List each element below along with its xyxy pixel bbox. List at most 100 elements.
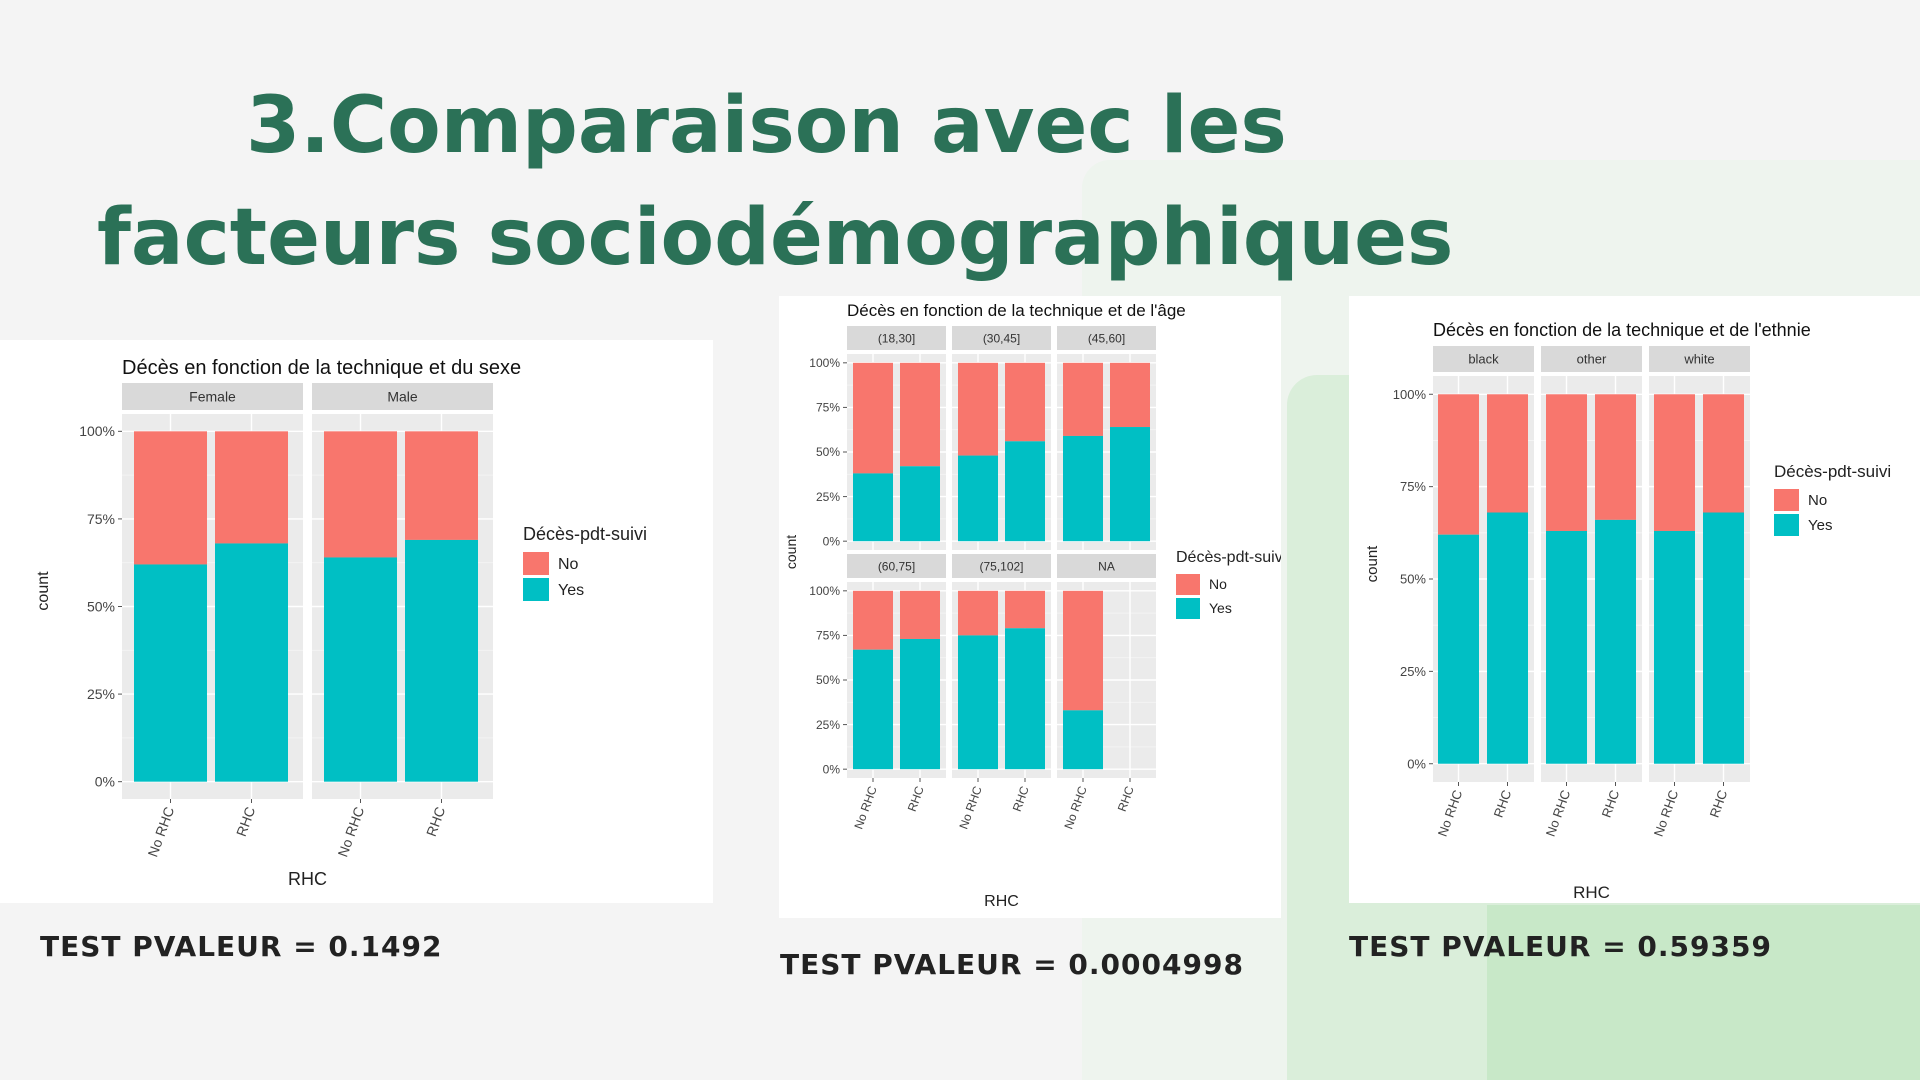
bar-segment-yes (405, 539, 478, 782)
y-tick-label: 50% (87, 598, 115, 614)
y-tick-label: 50% (1400, 572, 1426, 587)
facet-strip (1541, 346, 1642, 372)
facet-strip-label: (45,60] (1088, 331, 1125, 345)
x-tick-label: No RHC (334, 805, 367, 859)
bar-segment-yes (958, 455, 998, 542)
legend-key-no (523, 552, 549, 575)
facet-strip-label: other (1577, 352, 1607, 367)
bar-segment-yes (958, 635, 998, 770)
legend-label-no: No (1209, 576, 1227, 592)
x-axis-title: RHC (288, 869, 327, 889)
legend-title: Décès-pdt-suivi (523, 524, 647, 544)
legend-label-yes: Yes (1808, 517, 1832, 534)
bar-segment-no (1005, 590, 1045, 629)
y-tick-label: 0% (823, 762, 841, 776)
y-axis-title: count (783, 535, 799, 569)
y-tick-label: 0% (1407, 756, 1426, 771)
y-tick-label: 75% (1400, 479, 1426, 494)
bar-segment-no (1595, 394, 1636, 520)
x-tick-label: RHC (1115, 784, 1137, 814)
bar-segment-no (134, 431, 207, 565)
chart-title: Décès en fonction de la technique et du … (122, 357, 521, 379)
bar-segment-no (958, 362, 998, 456)
facet-strip-label: (18,30] (878, 331, 915, 345)
x-tick-label: RHC (905, 784, 927, 814)
bar-segment-no (1438, 394, 1479, 535)
legend-label-yes: Yes (1209, 600, 1232, 616)
x-axis-title: RHC (1573, 883, 1610, 902)
bar-segment-yes (1703, 512, 1744, 764)
facet-strip (847, 326, 946, 350)
bar-segment-no (958, 590, 998, 636)
bar-segment-yes (1005, 441, 1045, 542)
y-tick-label: 25% (816, 490, 840, 504)
x-tick-label: RHC (1491, 788, 1515, 820)
title-line-2: facteurs sociodémographiques (97, 193, 1454, 283)
x-tick-label: No RHC (1651, 788, 1682, 839)
legend-label-no: No (1808, 492, 1827, 509)
y-tick-label: 25% (816, 718, 840, 732)
facet-strip-label: black (1468, 352, 1499, 367)
facet-strip-label: (75,102] (979, 559, 1023, 573)
x-tick-label: RHC (1599, 788, 1623, 820)
x-tick-label: RHC (233, 805, 258, 839)
bar-segment-yes (1546, 530, 1587, 764)
legend-key-yes (1774, 514, 1799, 536)
legend-title: Décès-pdt-suivi (1176, 549, 1281, 566)
x-tick-label: No RHC (1543, 788, 1574, 839)
bar-segment-no (1110, 362, 1150, 428)
bar-segment-no (1063, 362, 1103, 436)
bar-segment-yes (853, 473, 893, 542)
slide-title: 3.Comparaison avec les facteurs sociodém… (0, 70, 1460, 294)
bar-segment-no (1654, 394, 1695, 531)
bar-segment-yes (215, 543, 288, 782)
legend-key-no (1176, 574, 1200, 595)
bar-segment-yes (1654, 530, 1695, 764)
bar-segment-yes (1063, 710, 1103, 770)
facet-strip-label: (30,45] (983, 331, 1020, 345)
bar-segment-no (853, 590, 893, 650)
pvalue-age: TEST PVALEUR = 0.0004998 (780, 948, 1244, 981)
chart-ethnicity: Décès en fonction de la technique et de … (1364, 320, 1891, 902)
bar-segment-yes (1005, 628, 1045, 770)
x-tick-label: No RHC (956, 784, 985, 831)
facet-strip (1057, 326, 1156, 350)
bar-segment-no (215, 431, 288, 544)
x-tick-label: No RHC (144, 805, 177, 859)
chart-card-age: Décès en fonction de la technique et de … (779, 296, 1281, 918)
bar-segment-yes (900, 466, 940, 542)
facet-strip (312, 383, 493, 410)
y-tick-label: 100% (1393, 387, 1427, 402)
chart-title: Décès en fonction de la technique et de … (847, 301, 1186, 320)
bar-segment-yes (1487, 512, 1528, 764)
y-tick-label: 100% (809, 584, 840, 598)
y-axis-title: count (1364, 545, 1381, 583)
background-shape (1487, 905, 1920, 1080)
y-tick-label: 25% (1400, 664, 1426, 679)
chart-card-ethnicity: Décès en fonction de la technique et de … (1349, 296, 1920, 903)
bar-segment-no (1703, 394, 1744, 513)
bar-segment-yes (1595, 519, 1636, 764)
facet-strip (1057, 554, 1156, 578)
bar-segment-no (1005, 362, 1045, 442)
legend-title: Décès-pdt-suivi (1774, 462, 1891, 481)
bar-segment-no (1487, 394, 1528, 513)
facet-strip-label: NA (1098, 559, 1115, 573)
bar-segment-no (405, 431, 478, 540)
facet-strip (1433, 346, 1534, 372)
y-tick-label: 100% (79, 423, 115, 439)
bar-segment-yes (900, 638, 940, 770)
chart-title: Décès en fonction de la technique et de … (1433, 320, 1811, 340)
bar-segment-no (1546, 394, 1587, 531)
x-tick-label: No RHC (1061, 784, 1090, 831)
y-tick-label: 75% (816, 629, 840, 643)
x-tick-label: No RHC (851, 784, 880, 831)
y-tick-label: 75% (87, 511, 115, 527)
legend-key-no (1774, 489, 1799, 511)
x-tick-label: No RHC (1435, 788, 1466, 839)
legend-key-yes (523, 578, 549, 601)
bar-segment-yes (1110, 427, 1150, 542)
bar-segment-no (900, 590, 940, 639)
y-axis-title: count (35, 571, 52, 611)
chart-sex: Décès en fonction de la technique et du … (35, 357, 647, 889)
